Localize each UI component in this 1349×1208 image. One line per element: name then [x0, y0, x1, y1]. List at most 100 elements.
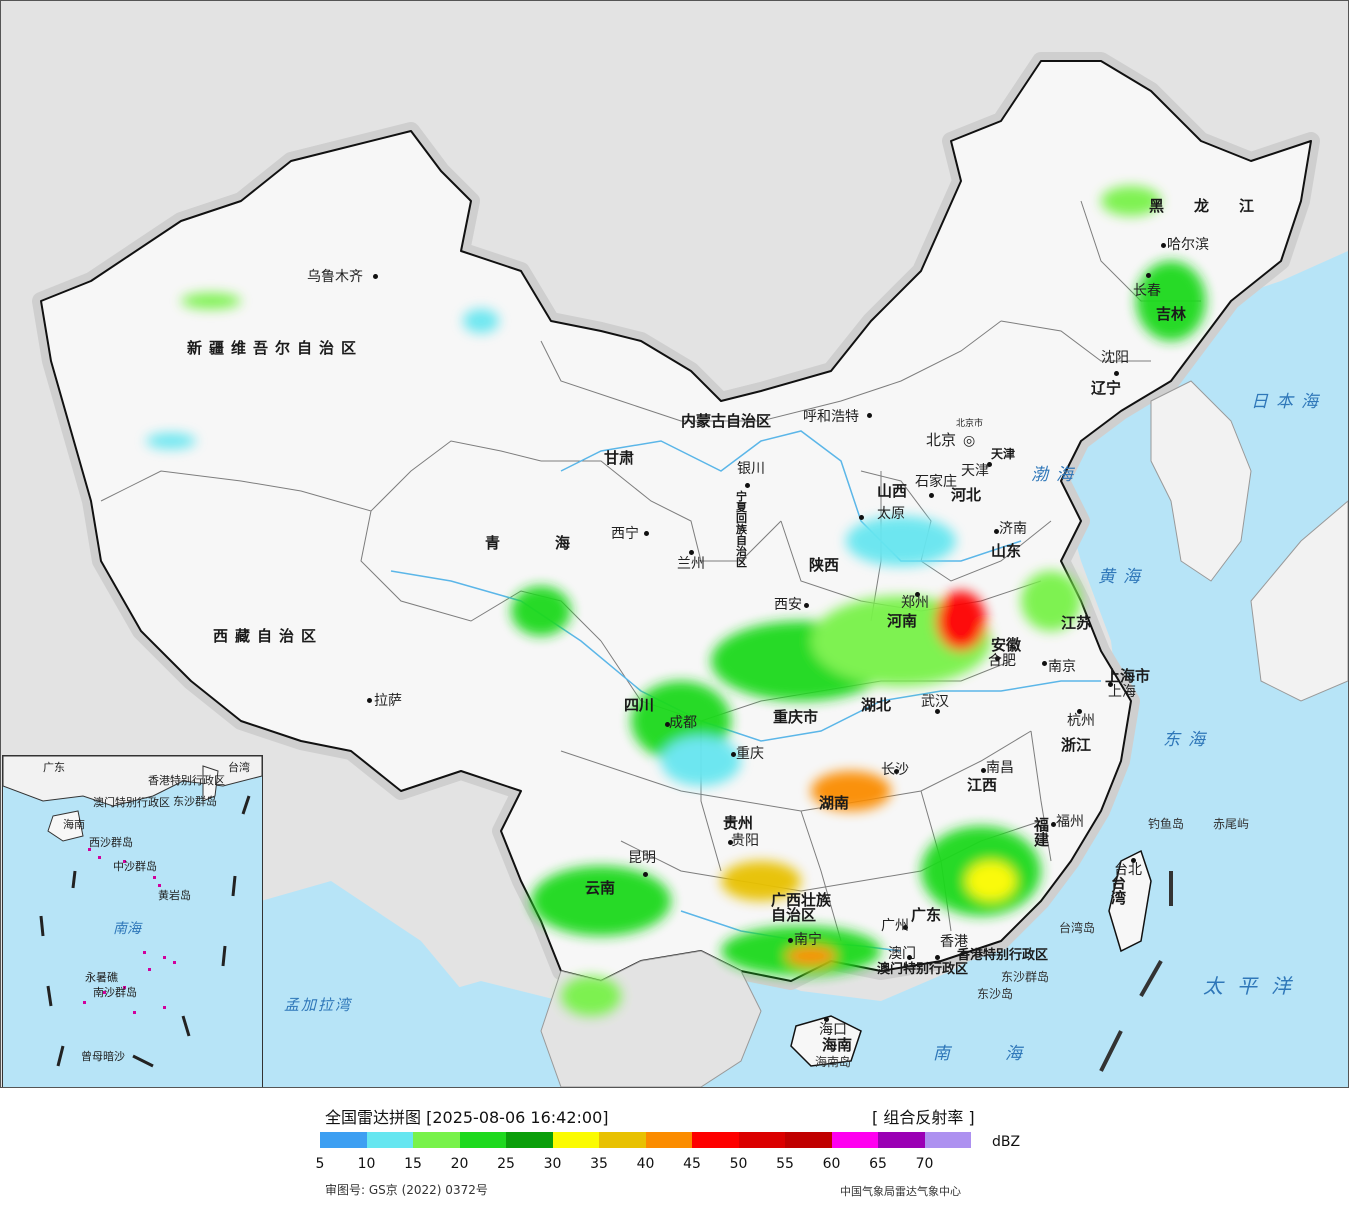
city-shanghai: 上海: [1108, 684, 1136, 700]
label-ningxia: 宁夏回族自治区: [736, 490, 747, 569]
label-neimenggu: 内蒙古自治区: [681, 412, 772, 430]
color-swatch: [320, 1132, 367, 1148]
capital-dot: [935, 709, 940, 714]
label-zhejiang: 浙江: [1061, 736, 1092, 754]
product-type: [ 组合反射率 ]: [872, 1108, 975, 1127]
color-scale-ticks: 5 10 15 20 25 30 35 40 45 50 55 60 65 70: [316, 1156, 1020, 1174]
city-hohhot: 呼和浩特: [803, 409, 859, 425]
capital-dot: [995, 656, 1000, 661]
map-canvas: [32, 52, 1348, 1087]
land-korea: [1150, 380, 1252, 582]
city-lhasa: 拉萨: [374, 693, 402, 709]
inset-label-macau: 澳门特别行政区: [93, 796, 170, 809]
capital-dot: [987, 462, 992, 467]
city-changchun: 长春: [1133, 283, 1161, 299]
label-heilongjiang: 黑龙江: [1149, 197, 1285, 215]
city-jinan: 济南: [999, 521, 1027, 537]
label-macau: 澳门特别行政区: [877, 962, 969, 977]
sea-huanghai: 黄海: [1098, 567, 1148, 587]
scale-tick-label: 20: [450, 1156, 469, 1172]
land-hainan: [790, 1015, 862, 1067]
inset-label-yongshu: 永暑礁: [85, 971, 118, 984]
capital-star-icon: ◎: [963, 433, 976, 449]
city-taibei: 台北: [1114, 862, 1142, 878]
label-guizhou: 贵州: [723, 814, 754, 832]
label-xizang: 西藏自治区: [213, 627, 324, 645]
capital-dot: [1051, 822, 1056, 827]
inset-label-nansha: 南沙群岛: [93, 986, 137, 999]
capital-dot: [689, 550, 694, 555]
color-swatch: [366, 1132, 413, 1148]
city-harbin: 哈尔滨: [1167, 237, 1209, 253]
sea-bohai: 渤海: [1031, 465, 1081, 485]
legend-panel: [0, 1088, 1349, 1208]
city-hefei: 合肥: [988, 653, 1016, 669]
capital-dot: [915, 592, 920, 597]
label-yunnan: 云南: [585, 879, 616, 897]
south-china-sea-inset: 广东 台湾 香港特别行政区 澳门特别行政区 东沙群岛 海南 西沙群岛 中沙群岛 …: [2, 755, 263, 1087]
label-liaoning: 辽宁: [1091, 379, 1122, 397]
city-hongkong: 香港: [940, 934, 968, 950]
label-hongkong: 香港特别行政区: [957, 948, 1049, 963]
capital-dot: [859, 515, 864, 520]
capital-dot: [929, 493, 934, 498]
inset-label-dongsha: 东沙群岛: [173, 795, 217, 808]
label-henan: 河南: [887, 612, 918, 630]
capital-dot: [907, 955, 912, 960]
city-beijing: 北京: [926, 431, 957, 449]
city-guangzhou: 广州: [881, 918, 909, 934]
island-dongsha-dao: 东沙岛: [977, 987, 1014, 1001]
scale-tick-label: 15: [404, 1156, 422, 1172]
inset-label-zhongsha: 中沙群岛: [113, 860, 157, 873]
city-xian: 西安: [774, 597, 802, 613]
unit-label: dBZ: [992, 1134, 1021, 1150]
legend-title: 全国雷达拼图 [2025-08-06 16:42:00]: [325, 1108, 609, 1127]
city-taiyuan: 太原: [877, 506, 905, 522]
label-jiangsu: 江苏: [1061, 614, 1092, 632]
color-swatch: [552, 1132, 599, 1148]
island-taiwandao: 台湾岛: [1059, 921, 1096, 935]
color-swatch: [785, 1132, 832, 1148]
city-shijiazhuang: 石家庄: [915, 474, 957, 490]
city-kunming: 昆明: [628, 850, 656, 866]
scale-tick-label: 45: [683, 1156, 701, 1172]
capital-dot: [1114, 371, 1119, 376]
scale-tick-label: 40: [636, 1156, 655, 1172]
island-diaoyudao: 钓鱼岛: [1148, 817, 1185, 831]
radar-echoes: [146, 186, 1206, 1016]
capital-dot: [788, 938, 793, 943]
scale-tick-label: 55: [776, 1156, 794, 1172]
inset-label-nanhai: 南海: [113, 921, 141, 937]
capital-dot: [367, 698, 372, 703]
capital-dot: [935, 955, 940, 960]
color-swatch: [599, 1132, 646, 1148]
city-hangzhou: 杭州: [1067, 713, 1095, 729]
capital-dot: [373, 274, 378, 279]
capital-dot: [1161, 243, 1166, 248]
color-swatch: [924, 1132, 971, 1148]
island-dongsha-qundao: 东沙群岛: [1001, 970, 1050, 984]
city-nanchang: 南昌: [986, 760, 1014, 776]
label-guangxi: 广西壮族自治区: [771, 891, 832, 924]
label-shanxi: 山西: [877, 482, 908, 500]
sea-donghai: 东海: [1163, 730, 1213, 750]
city-guiyang: 贵阳: [731, 833, 759, 849]
capital-dot: [867, 413, 872, 418]
label-gansu: 甘肃: [604, 449, 635, 467]
city-shenyang: 沈阳: [1101, 350, 1129, 366]
capital-dot: [1042, 661, 1047, 666]
label-hebei: 河北: [951, 486, 982, 504]
capital-dot: [1146, 273, 1151, 278]
label-hainan: 海南: [822, 1036, 853, 1054]
city-macau: 澳门: [888, 946, 916, 962]
color-swatch: [831, 1132, 878, 1148]
color-swatch: [413, 1132, 460, 1148]
city-yinchuan: 银川: [737, 461, 765, 477]
organization-label: 中国气象局雷达气象中心: [840, 1185, 961, 1198]
label-tianjin: 天津: [991, 447, 1016, 461]
label-jiangxi: 江西: [967, 776, 998, 794]
city-chengdu: 成都: [669, 715, 697, 731]
bay-of-bengal: [261, 881, 471, 1087]
scale-tick-label: 30: [543, 1156, 562, 1172]
scale-tick-label: 60: [822, 1156, 841, 1172]
